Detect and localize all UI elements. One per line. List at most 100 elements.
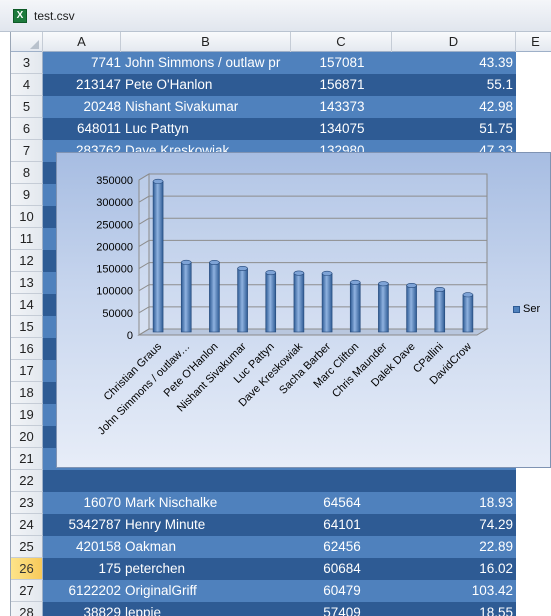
- row-band: [43, 492, 516, 514]
- row-header[interactable]: 10: [11, 206, 43, 228]
- row-header[interactable]: 26: [11, 558, 43, 580]
- cell-b[interactable]: Henry Minute: [125, 517, 206, 532]
- row-band: [43, 74, 516, 96]
- column-header-b[interactable]: B: [121, 32, 291, 52]
- column-header-a[interactable]: A: [43, 32, 121, 52]
- row-header[interactable]: 14: [11, 294, 43, 316]
- cell-b[interactable]: [125, 470, 290, 492]
- cell-a[interactable]: 213147: [75, 77, 121, 92]
- y-tick-label: 50000: [102, 308, 133, 320]
- cell-d[interactable]: 22.89: [479, 539, 513, 554]
- cell-d[interactable]: 18.93: [479, 495, 513, 510]
- cell-d[interactable]: 43.39: [479, 55, 513, 70]
- cell-b[interactable]: Mark Nischalke: [125, 495, 218, 510]
- cell-c[interactable]: 134075: [319, 121, 365, 136]
- gridline: [138, 262, 487, 270]
- cell-c[interactable]: 60479: [323, 583, 361, 598]
- row-header[interactable]: 20: [11, 426, 43, 448]
- cell-d[interactable]: 74.29: [479, 517, 513, 532]
- gridline: [138, 195, 487, 203]
- row-header[interactable]: 15: [11, 316, 43, 338]
- cell-a[interactable]: 38829: [83, 605, 121, 616]
- bar-top: [237, 266, 248, 272]
- row-header[interactable]: 16: [11, 338, 43, 360]
- cell-d[interactable]: 18.55: [479, 605, 513, 616]
- column-header-d[interactable]: D: [392, 32, 516, 52]
- cell-b[interactable]: John Simmons / outlaw pr: [125, 55, 281, 70]
- cell-a[interactable]: 20248: [83, 99, 121, 114]
- row-header[interactable]: 13: [11, 272, 43, 294]
- cell-d[interactable]: 51.75: [479, 121, 513, 136]
- row-header[interactable]: 9: [11, 184, 43, 206]
- cell-a[interactable]: 6122202: [68, 583, 121, 598]
- bar-top: [321, 270, 333, 276]
- row-header[interactable]: 6: [11, 118, 43, 140]
- table-row: 3 7741 John Simmons / outlaw pr 157081 43.39: [11, 52, 551, 74]
- cell-d[interactable]: 42.98: [479, 99, 513, 114]
- cell-b[interactable]: OriginalGriff: [125, 583, 197, 598]
- cell-a[interactable]: 7741: [90, 55, 121, 70]
- row-header[interactable]: 23: [11, 492, 43, 514]
- column-header-c[interactable]: C: [291, 32, 392, 52]
- bar-top: [265, 270, 277, 276]
- row-header[interactable]: 11: [11, 228, 43, 250]
- cell-d[interactable]: [393, 470, 513, 492]
- row-header[interactable]: 21: [11, 448, 43, 470]
- table-row: 22: [11, 470, 551, 492]
- cell-c[interactable]: 143373: [319, 99, 365, 114]
- cell-b[interactable]: peterchen: [125, 561, 186, 576]
- cell-c[interactable]: 57409: [323, 605, 361, 616]
- row-header[interactable]: 8: [11, 162, 43, 184]
- cell-c[interactable]: 60684: [323, 561, 361, 576]
- row-header[interactable]: 27: [11, 580, 43, 602]
- cell-d[interactable]: 55.1: [486, 77, 513, 92]
- cell-b[interactable]: leppie: [125, 605, 162, 616]
- cell-d[interactable]: 103.42: [471, 583, 513, 598]
- document-title: test.csv: [34, 9, 75, 23]
- cell-a[interactable]: 175: [98, 561, 121, 576]
- legend-label: Ser: [523, 303, 541, 315]
- cell-a[interactable]: [47, 470, 121, 492]
- cell-b[interactable]: Oakman: [125, 539, 177, 554]
- cell-a[interactable]: 16070: [83, 495, 121, 510]
- cell-c[interactable]: 156871: [319, 77, 365, 92]
- row-header[interactable]: 17: [11, 360, 43, 382]
- cell-d[interactable]: 16.02: [479, 561, 513, 576]
- cell-b[interactable]: Nishant Sivakumar: [125, 99, 239, 114]
- bar-top: [293, 270, 305, 276]
- row-header[interactable]: 28: [11, 602, 43, 616]
- table-row: 28 38829 leppie 57409 18.55: [11, 602, 551, 616]
- row-header[interactable]: 3: [11, 52, 43, 74]
- cell-b[interactable]: Luc Pattyn: [125, 121, 189, 136]
- row-header[interactable]: 24: [11, 514, 43, 536]
- row-header[interactable]: 25: [11, 536, 43, 558]
- row-header[interactable]: 7: [11, 140, 43, 162]
- row-header[interactable]: 19: [11, 404, 43, 426]
- y-tick-label: 0: [127, 330, 133, 342]
- row-header[interactable]: 4: [11, 74, 43, 96]
- bar-top: [152, 178, 164, 184]
- cell-a[interactable]: 5342787: [68, 517, 121, 532]
- gridline: [138, 173, 487, 181]
- bar-top: [209, 260, 220, 266]
- column-header-e[interactable]: E: [516, 32, 551, 52]
- cell-b[interactable]: Pete O'Hanlon: [125, 77, 213, 92]
- cell-c[interactable]: 157081: [319, 55, 365, 70]
- bar: [209, 262, 220, 333]
- cell-c[interactable]: 62456: [323, 539, 361, 554]
- cell-a[interactable]: 420158: [75, 539, 121, 554]
- row-header[interactable]: 18: [11, 382, 43, 404]
- gridline: [138, 217, 487, 225]
- row-band: [43, 558, 516, 580]
- cell-c[interactable]: 64564: [323, 495, 361, 510]
- select-all-corner[interactable]: [11, 32, 43, 52]
- cell-c[interactable]: [292, 470, 392, 492]
- embedded-chart[interactable]: 0 50000 100000 150000 200000 250000 300000 3500…: [56, 152, 551, 468]
- row-header[interactable]: 22: [11, 470, 43, 492]
- cell-c[interactable]: 64101: [323, 517, 361, 532]
- bar-top: [349, 279, 361, 285]
- cell-a[interactable]: 648011: [76, 121, 121, 136]
- y-tick-label: 300000: [96, 197, 133, 209]
- row-header[interactable]: 5: [11, 96, 43, 118]
- row-header[interactable]: 12: [11, 250, 43, 272]
